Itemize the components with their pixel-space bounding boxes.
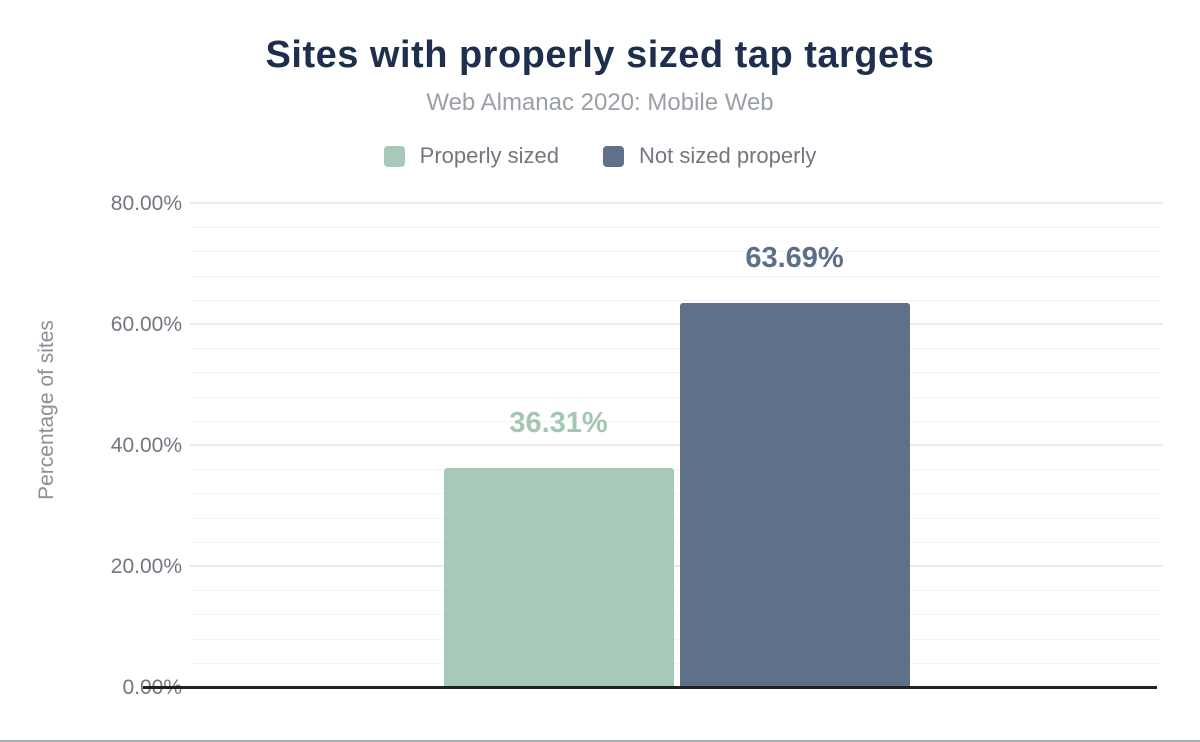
legend-label-properly-sized: Properly sized — [419, 143, 560, 168]
gridline-minor — [190, 469, 1163, 471]
legend: Properly sized Not sized properly — [0, 142, 1200, 170]
legend-item-not-sized-properly[interactable]: Not sized properly — [603, 144, 816, 168]
gridline-minor — [190, 517, 1163, 519]
gridline-major — [190, 444, 1163, 446]
plot-area: 36.31% 63.69% — [190, 202, 1163, 688]
y-tick-label-40: 40.00% — [110, 434, 182, 457]
y-tick-label-20: 20.00% — [110, 555, 182, 578]
legend-swatch-properly-sized — [383, 145, 405, 167]
gridline-minor — [190, 493, 1163, 495]
gridline-minor — [190, 299, 1163, 301]
chart-title: Sites with properly sized tap targets — [265, 34, 935, 76]
gridline-major — [190, 202, 1163, 204]
gridline-minor — [190, 372, 1163, 374]
gridline-minor — [190, 590, 1163, 592]
y-tick-label-80: 80.00% — [110, 192, 182, 215]
gridline-minor — [190, 227, 1163, 229]
gridline-minor — [190, 614, 1163, 616]
gridline-minor — [190, 638, 1163, 640]
gridline-minor — [190, 396, 1163, 398]
legend-item-properly-sized[interactable]: Properly sized — [383, 143, 560, 168]
gridline-minor — [190, 541, 1163, 543]
legend-swatch-not-sized-properly — [603, 145, 625, 167]
gridline-major — [190, 323, 1163, 325]
legend-label-not-sized-properly: Not sized properly — [639, 143, 817, 168]
y-tick-label-60: 60.00% — [110, 313, 182, 336]
gridline-minor — [190, 662, 1163, 664]
gridline-minor — [190, 251, 1163, 253]
chart-subtitle: Web Almanac 2020: Mobile Web — [426, 89, 774, 116]
x-axis-baseline — [143, 686, 1157, 689]
gridline-minor — [190, 420, 1163, 422]
gridline-minor — [190, 348, 1163, 350]
bar-value-label-properly-sized: 36.31% — [509, 407, 608, 440]
figure-bottom-border — [0, 740, 1200, 742]
gridline-minor — [190, 275, 1163, 277]
bar-properly-sized[interactable] — [443, 468, 674, 688]
bar-value-label-not-sized-properly: 63.69% — [745, 241, 844, 274]
bar-not-sized-properly[interactable] — [679, 302, 910, 688]
gridline-major — [190, 565, 1163, 567]
